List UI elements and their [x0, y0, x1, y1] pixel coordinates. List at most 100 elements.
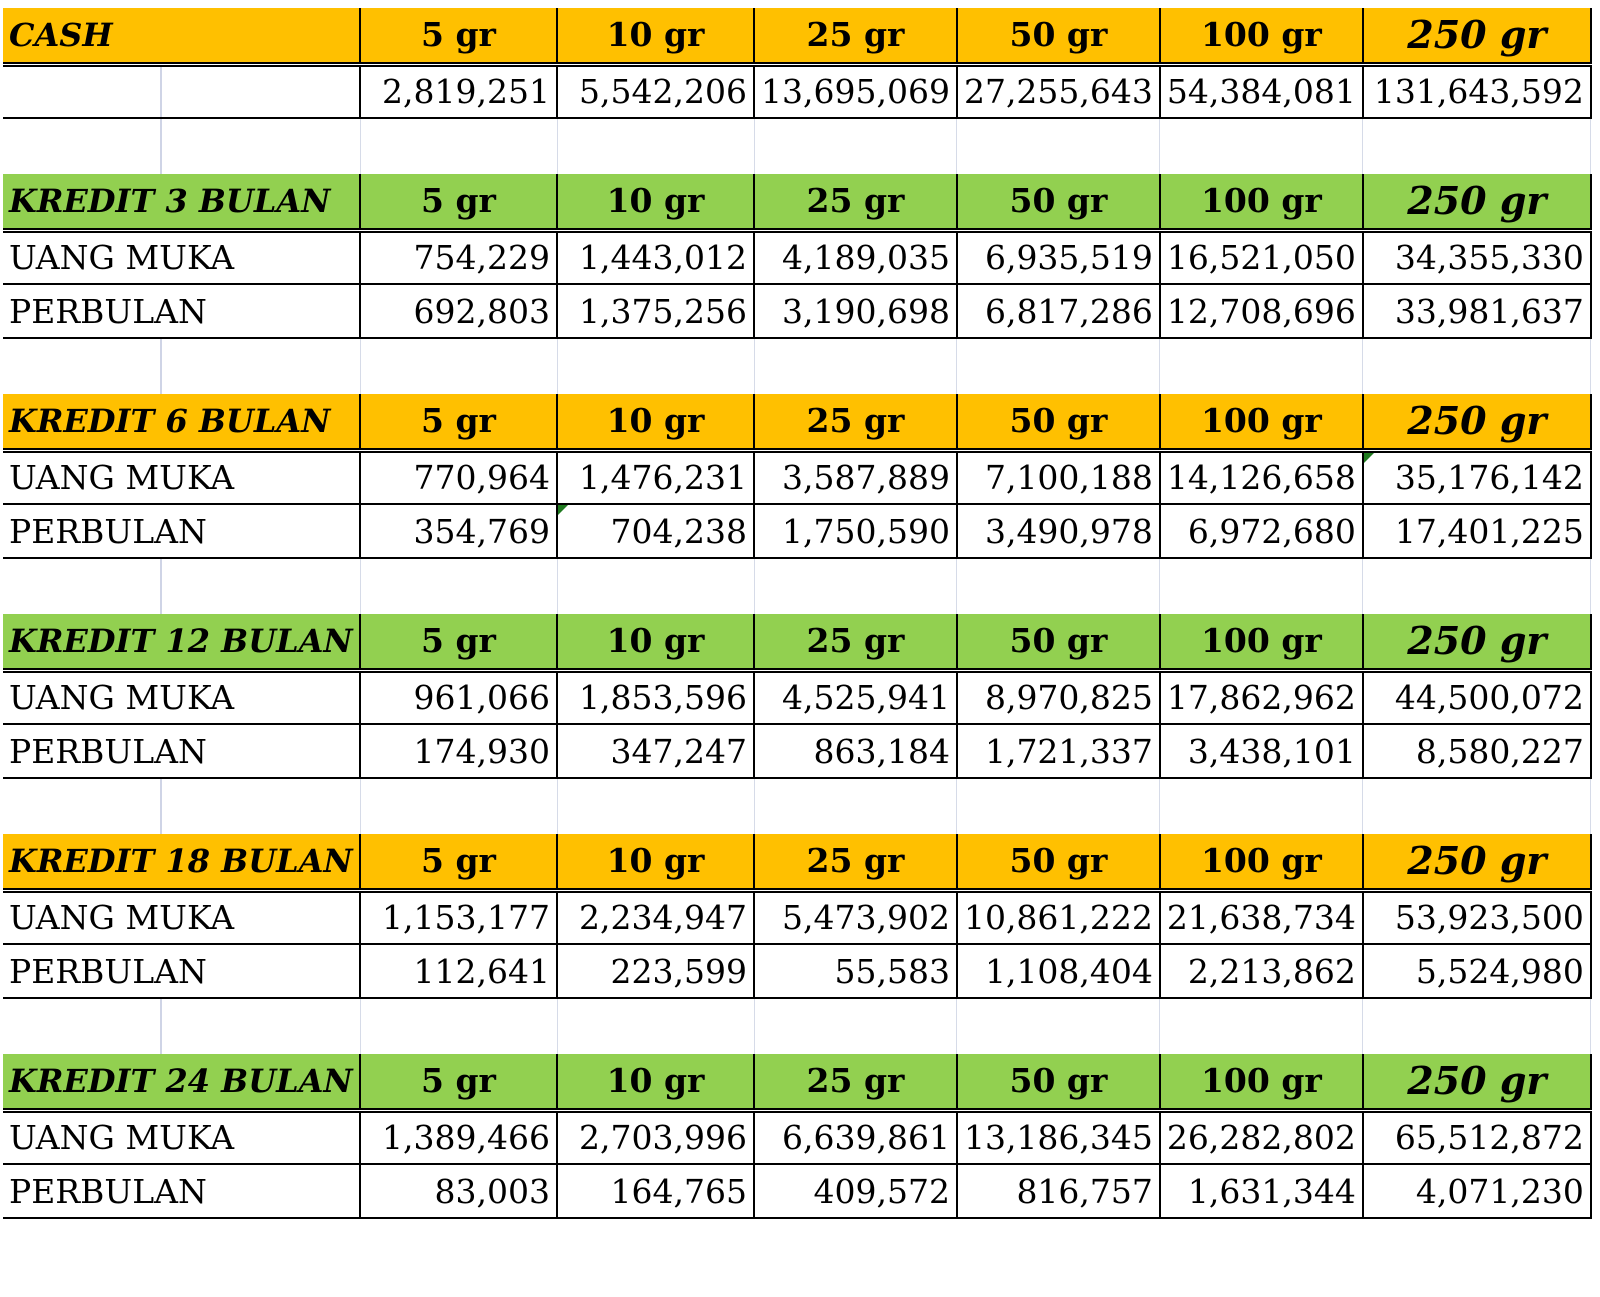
empty-cell[interactable]: [1159, 998, 1364, 1054]
value-cell[interactable]: 17,401,225: [1361, 504, 1592, 559]
value-cell[interactable]: 3,587,889: [753, 450, 958, 505]
value-cell[interactable]: 4,525,941: [753, 670, 958, 725]
value-cell[interactable]: 1,389,466: [359, 1110, 558, 1165]
empty-cell[interactable]: [956, 558, 1161, 614]
weight-header-cell[interactable]: 100 gr: [1158, 1054, 1364, 1113]
empty-cell[interactable]: [3, 778, 361, 834]
empty-cell[interactable]: [359, 998, 558, 1054]
empty-cell[interactable]: [1362, 118, 1592, 174]
weight-header-cell[interactable]: 5 gr: [359, 614, 558, 673]
empty-cell[interactable]: [3, 558, 361, 614]
weight-header-cell[interactable]: 10 gr: [556, 394, 755, 453]
value-cell[interactable]: 1,375,256: [556, 284, 755, 339]
value-cell[interactable]: 4,189,035: [753, 230, 958, 285]
empty-cell[interactable]: [753, 558, 958, 614]
value-cell[interactable]: 409,572: [753, 1164, 958, 1219]
weight-header-cell[interactable]: 25 gr: [753, 174, 958, 233]
row-label-cell[interactable]: PERBULAN: [3, 284, 361, 339]
value-cell[interactable]: 1,443,012: [556, 230, 755, 285]
weight-header-cell[interactable]: 25 gr: [753, 8, 958, 67]
value-cell[interactable]: 2,234,947: [556, 890, 755, 945]
weight-header-cell[interactable]: 10 gr: [556, 1054, 755, 1113]
value-cell[interactable]: 8,580,227: [1361, 724, 1592, 779]
row-label-cell[interactable]: UANG MUKA: [3, 1110, 361, 1165]
value-cell[interactable]: 6,935,519: [955, 230, 1161, 285]
value-cell[interactable]: 174,930: [359, 724, 558, 779]
value-cell[interactable]: 4,071,230: [1361, 1164, 1592, 1219]
empty-cell[interactable]: [556, 118, 755, 174]
value-cell[interactable]: 1,631,344: [1158, 1164, 1364, 1219]
value-cell[interactable]: 26,282,802: [1158, 1110, 1364, 1165]
weight-header-cell[interactable]: 100 gr: [1158, 174, 1364, 233]
weight-header-cell[interactable]: 250 gr: [1361, 614, 1592, 673]
value-cell[interactable]: 863,184: [753, 724, 958, 779]
row-label-cell[interactable]: PERBULAN: [3, 504, 361, 559]
value-cell[interactable]: 8,970,825: [955, 670, 1161, 725]
empty-cell[interactable]: [1362, 778, 1592, 834]
value-cell[interactable]: 17,862,962: [1158, 670, 1364, 725]
section-label-cell[interactable]: KREDIT 18 BULAN: [3, 834, 361, 893]
value-cell[interactable]: 13,695,069: [753, 64, 958, 119]
value-cell[interactable]: 54,384,081: [1158, 64, 1364, 119]
value-cell[interactable]: 55,583: [753, 944, 958, 999]
value-cell[interactable]: 27,255,643: [955, 64, 1161, 119]
weight-header-cell[interactable]: 100 gr: [1158, 614, 1364, 673]
empty-cell[interactable]: [359, 338, 558, 394]
empty-cell[interactable]: [956, 118, 1161, 174]
weight-header-cell[interactable]: 250 gr: [1361, 394, 1592, 453]
value-cell[interactable]: 354,769: [359, 504, 558, 559]
weight-header-cell[interactable]: 5 gr: [359, 834, 558, 893]
value-cell[interactable]: 53,923,500: [1361, 890, 1592, 945]
value-cell[interactable]: 3,190,698: [753, 284, 958, 339]
value-cell[interactable]: 347,247: [556, 724, 755, 779]
weight-header-cell[interactable]: 25 gr: [753, 394, 958, 453]
weight-header-cell[interactable]: 50 gr: [955, 174, 1161, 233]
value-cell[interactable]: 34,355,330: [1361, 230, 1592, 285]
row-label-cell[interactable]: UANG MUKA: [3, 230, 361, 285]
weight-header-cell[interactable]: 50 gr: [955, 834, 1161, 893]
row-label-cell[interactable]: PERBULAN: [3, 724, 361, 779]
empty-cell[interactable]: [1159, 558, 1364, 614]
empty-cell[interactable]: [1362, 998, 1592, 1054]
empty-cell[interactable]: [556, 778, 755, 834]
value-cell[interactable]: 5,542,206: [556, 64, 755, 119]
row-label-cell[interactable]: PERBULAN: [3, 944, 361, 999]
empty-cell[interactable]: [1362, 338, 1592, 394]
weight-header-cell[interactable]: 5 gr: [359, 174, 558, 233]
empty-cell[interactable]: [3, 998, 361, 1054]
empty-cell[interactable]: [753, 998, 958, 1054]
value-cell[interactable]: 16,521,050: [1158, 230, 1364, 285]
section-label-cell[interactable]: KREDIT 24 BULAN: [3, 1054, 361, 1113]
value-cell[interactable]: 21,638,734: [1158, 890, 1364, 945]
value-cell[interactable]: 6,972,680: [1158, 504, 1364, 559]
weight-header-cell[interactable]: 250 gr: [1361, 8, 1592, 67]
weight-header-cell[interactable]: 100 gr: [1158, 834, 1364, 893]
value-cell[interactable]: 2,703,996: [556, 1110, 755, 1165]
section-label-cell[interactable]: KREDIT 6 BULAN: [3, 394, 361, 453]
empty-cell[interactable]: [956, 338, 1161, 394]
empty-cell[interactable]: [359, 118, 558, 174]
weight-header-cell[interactable]: 50 gr: [955, 1054, 1161, 1113]
value-cell[interactable]: 6,817,286: [955, 284, 1161, 339]
row-label-cell[interactable]: PERBULAN: [3, 1164, 361, 1219]
weight-header-cell[interactable]: 25 gr: [753, 834, 958, 893]
empty-cell[interactable]: [556, 338, 755, 394]
value-cell[interactable]: 12,708,696: [1158, 284, 1364, 339]
weight-header-cell[interactable]: 100 gr: [1158, 394, 1364, 453]
empty-cell[interactable]: [1362, 558, 1592, 614]
value-cell[interactable]: 7,100,188: [955, 450, 1161, 505]
value-cell[interactable]: 131,643,592: [1361, 64, 1592, 119]
value-cell[interactable]: 961,066: [359, 670, 558, 725]
weight-header-cell[interactable]: 25 gr: [753, 1054, 958, 1113]
value-cell[interactable]: 704,238: [556, 504, 755, 559]
empty-cell[interactable]: [956, 778, 1161, 834]
weight-header-cell[interactable]: 10 gr: [556, 8, 755, 67]
weight-header-cell[interactable]: 100 gr: [1158, 8, 1364, 67]
empty-cell[interactable]: [3, 338, 361, 394]
value-cell[interactable]: 3,438,101: [1158, 724, 1364, 779]
value-cell[interactable]: 816,757: [955, 1164, 1161, 1219]
value-cell[interactable]: 223,599: [556, 944, 755, 999]
value-cell[interactable]: 13,186,345: [955, 1110, 1161, 1165]
value-cell[interactable]: 3,490,978: [955, 504, 1161, 559]
value-cell[interactable]: 5,524,980: [1361, 944, 1592, 999]
